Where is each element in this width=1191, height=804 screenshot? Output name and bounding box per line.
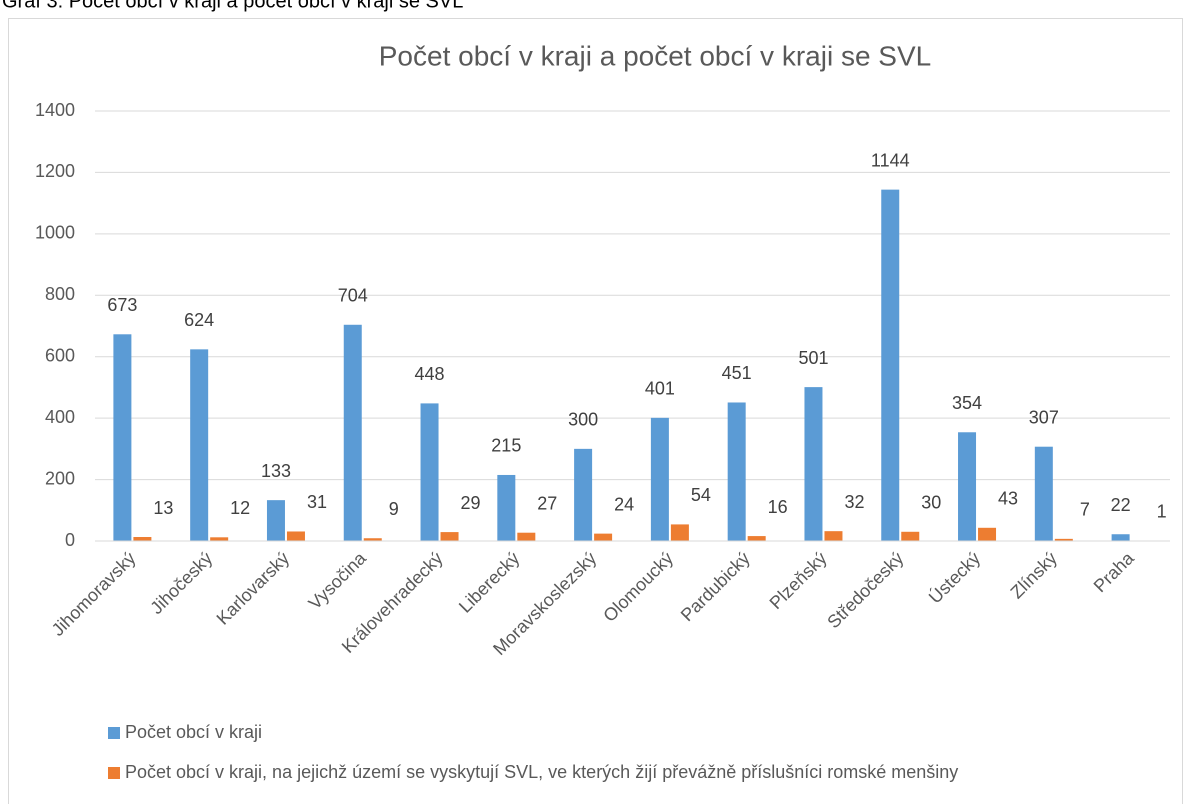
bar — [574, 448, 593, 541]
caption: Graf 3: Počet obcí v kraji a počet obcí … — [2, 0, 463, 12]
legend-label: Počet obcí v kraji, na jejichž území se … — [125, 762, 958, 782]
y-tick-label: 1200 — [35, 161, 75, 181]
value-label: 31 — [307, 492, 327, 512]
x-tick-label: Zlínský — [1007, 548, 1061, 602]
bar — [113, 334, 132, 541]
bar — [210, 537, 229, 541]
bar — [650, 417, 669, 541]
value-label: 451 — [722, 363, 752, 383]
y-tick-label: 1000 — [35, 223, 75, 243]
value-label: 30 — [921, 493, 941, 513]
bar — [594, 533, 613, 541]
bar — [958, 432, 977, 541]
value-label: 215 — [491, 436, 521, 456]
value-label: 29 — [461, 493, 481, 513]
x-tick-label: Ústecký — [924, 547, 984, 607]
bar — [343, 324, 362, 541]
value-label: 1 — [1157, 501, 1167, 521]
value-label: 401 — [645, 379, 675, 399]
value-label: 133 — [261, 461, 291, 481]
value-label: 704 — [338, 286, 368, 306]
y-tick-label: 600 — [45, 345, 75, 365]
x-tick-label: Pardubický — [677, 548, 754, 625]
bar — [363, 538, 382, 541]
bar — [804, 387, 823, 541]
bar — [133, 537, 152, 541]
value-label: 16 — [768, 497, 788, 517]
value-label: 624 — [184, 310, 214, 330]
value-label: 354 — [952, 393, 982, 413]
bar — [420, 403, 439, 541]
x-tick-label: Karlovarský — [213, 548, 294, 629]
x-tick-label: Středočeský — [823, 548, 907, 632]
y-tick-label: 800 — [45, 284, 75, 304]
legend-label: Počet obcí v kraji — [125, 722, 262, 742]
x-tick-label: Praha — [1090, 547, 1139, 596]
bar — [1111, 534, 1130, 541]
bar — [727, 402, 746, 541]
bar — [286, 531, 305, 541]
value-label: 673 — [107, 295, 137, 315]
value-label: 9 — [389, 499, 399, 519]
value-label: 12 — [230, 498, 250, 518]
x-tick-label: Vysočina — [305, 547, 371, 613]
bar — [497, 474, 516, 541]
bar — [440, 532, 459, 541]
legend-swatch — [108, 727, 120, 739]
bar — [1054, 538, 1073, 541]
bar — [978, 527, 997, 541]
bar — [266, 500, 285, 541]
bar — [517, 532, 536, 541]
y-tick-label: 200 — [45, 468, 75, 488]
value-label: 43 — [998, 489, 1018, 509]
value-label: 448 — [415, 364, 445, 384]
value-label: 22 — [1111, 495, 1131, 515]
chart-frame — [8, 18, 1183, 804]
bar — [824, 531, 843, 541]
value-label: 24 — [614, 494, 634, 514]
y-tick-label: 1400 — [35, 100, 75, 120]
y-tick-label: 400 — [45, 407, 75, 427]
bar — [670, 524, 689, 541]
bar — [1034, 446, 1053, 541]
x-tick-label: Jihomoravský — [48, 548, 140, 640]
bar — [190, 349, 209, 541]
x-tick-label: Jihočeský — [146, 548, 216, 618]
value-label: 1144 — [871, 150, 910, 170]
chart-title: Počet obcí v kraji a počet obcí v kraji … — [379, 40, 931, 71]
value-label: 27 — [537, 493, 557, 513]
bar — [901, 531, 920, 541]
bar — [881, 189, 900, 541]
y-tick-label: 0 — [65, 530, 75, 550]
value-label: 13 — [153, 498, 173, 518]
legend-swatch — [108, 767, 120, 779]
value-label: 32 — [844, 492, 864, 512]
x-tick-label: Olomoucký — [599, 548, 677, 626]
x-tick-label: Plzeňský — [766, 548, 831, 613]
value-label: 7 — [1080, 500, 1090, 520]
value-label: 501 — [798, 348, 828, 368]
value-label: 54 — [691, 485, 711, 505]
x-tick-label: Liberecký — [455, 548, 524, 617]
bar — [747, 536, 766, 541]
value-label: 307 — [1029, 407, 1059, 427]
value-label: 300 — [568, 410, 598, 430]
